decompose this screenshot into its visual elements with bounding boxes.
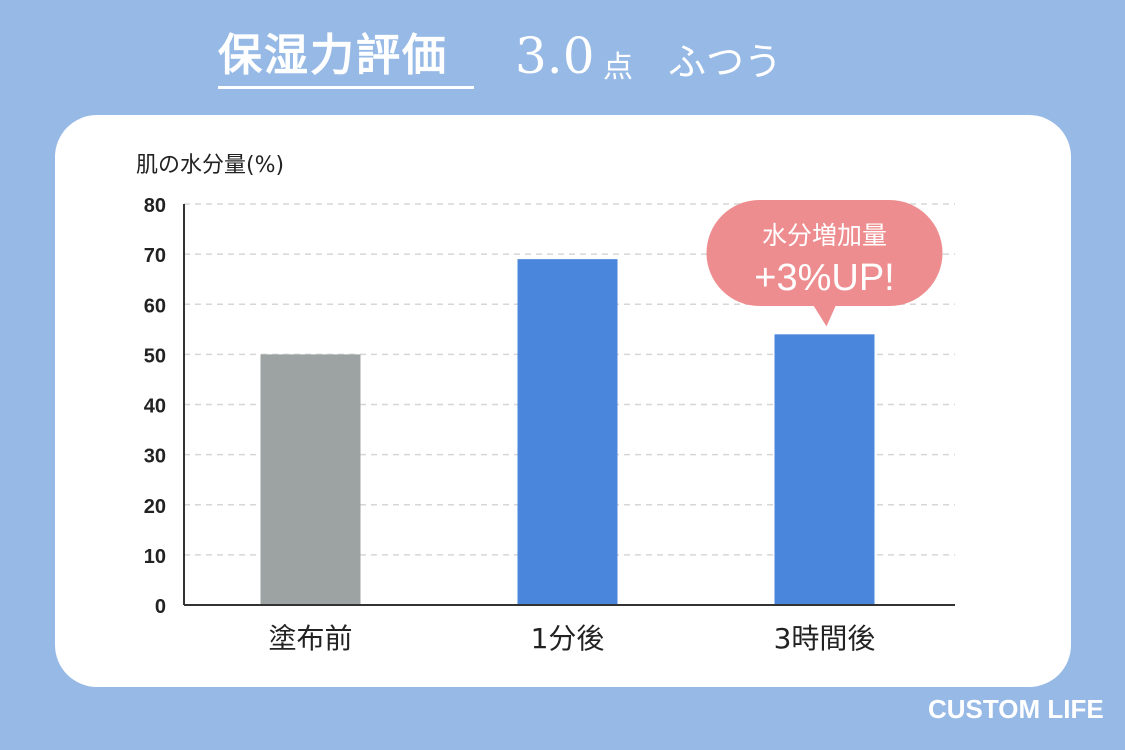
y-tick-label: 50	[144, 345, 166, 367]
y-tick-labels: 0 10 20 30 40 50 60 70 80	[144, 195, 166, 618]
title-underline	[218, 86, 474, 89]
y-tick-label: 0	[155, 596, 166, 618]
y-tick-label: 70	[144, 245, 166, 267]
page-title: 保湿力評価	[218, 30, 448, 81]
brand-logo: CUSTOM LIFE	[928, 694, 1104, 724]
category-label: 1分後	[531, 622, 605, 655]
x-tick-labels: 塗布前 1分後 3時間後	[268, 622, 875, 655]
callout-line-1: 水分増加量	[762, 221, 887, 250]
category-label: 3時間後	[774, 622, 876, 655]
category-label: 塗布前	[268, 622, 352, 655]
y-tick-label: 60	[144, 295, 166, 317]
axes	[183, 204, 955, 606]
y-tick-label: 40	[144, 396, 166, 418]
bar-2	[517, 259, 618, 605]
score-value: 3.0	[515, 27, 595, 85]
score-unit: 点	[603, 50, 633, 85]
header: 保湿力評価 3.0 点 ふつう	[0, 0, 1125, 100]
bar-1	[260, 354, 361, 605]
y-tick-label: 10	[144, 546, 166, 568]
y-tick-label: 80	[144, 195, 166, 217]
bar-3	[774, 334, 875, 605]
score-rating: ふつう	[668, 40, 783, 84]
y-axis-label: 肌の水分量(%)	[136, 153, 284, 178]
bars	[260, 259, 875, 605]
y-tick-label: 30	[144, 446, 166, 468]
callout-bubble	[706, 200, 943, 306]
increase-callout: 水分増加量 +3%UP!	[706, 200, 943, 327]
y-tick-label: 20	[144, 496, 166, 518]
callout-line-2: +3%UP!	[754, 257, 894, 299]
callout-pointer	[812, 304, 837, 327]
